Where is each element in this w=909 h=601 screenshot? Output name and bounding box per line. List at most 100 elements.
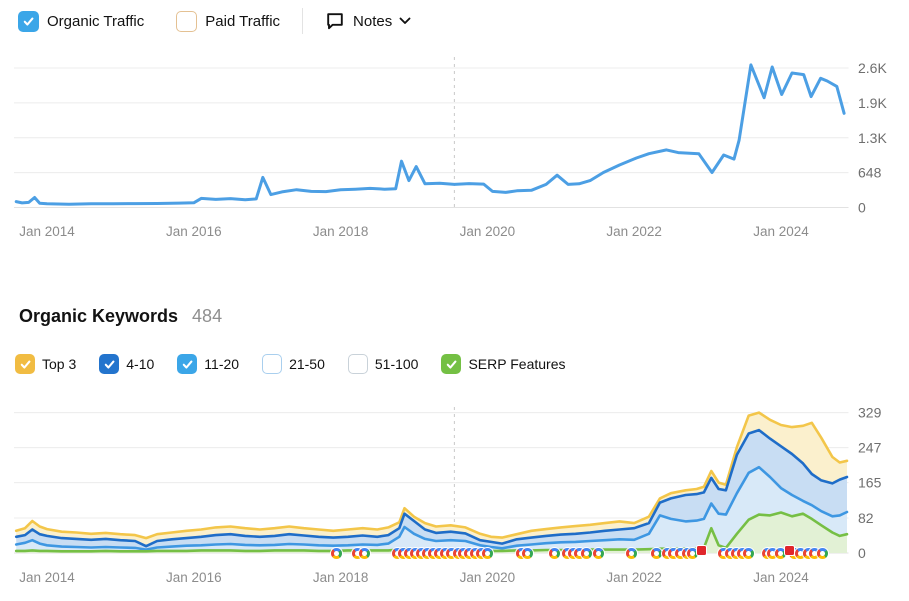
- toolbar-divider: [302, 8, 304, 34]
- y-axis-label: 2.6K: [858, 60, 887, 76]
- google-serp-icon[interactable]: [731, 548, 742, 559]
- filter-4-10[interactable]: 4-10: [99, 354, 154, 374]
- traffic-toggles-toolbar: Organic Traffic Paid Traffic Notes: [18, 6, 411, 36]
- red-event-marker[interactable]: [785, 546, 794, 555]
- google-serp-icon[interactable]: [574, 548, 585, 559]
- y-axis-label: 0: [858, 545, 866, 561]
- google-serp-icon[interactable]: [795, 548, 806, 559]
- google-serp-icon[interactable]: [470, 548, 481, 559]
- google-serp-icon[interactable]: [725, 548, 736, 559]
- filter-checkbox-51-100[interactable]: [347, 354, 368, 374]
- y-axis-label: 247: [858, 440, 882, 456]
- google-serp-icon[interactable]: [482, 548, 493, 559]
- y-axis-label: 165: [858, 475, 882, 491]
- paid-traffic-checkbox[interactable]: [176, 10, 198, 32]
- google-serp-icon[interactable]: [581, 548, 592, 559]
- x-axis-label: Jan 2016: [166, 224, 222, 239]
- google-serp-icon[interactable]: [562, 548, 573, 559]
- google-serp-icon[interactable]: [789, 548, 800, 559]
- x-axis-label: Jan 2022: [606, 224, 662, 239]
- paid-traffic-toggle[interactable]: Paid Traffic: [176, 10, 281, 32]
- google-serp-icon[interactable]: [718, 548, 729, 559]
- google-serp-icon[interactable]: [743, 548, 754, 559]
- google-serp-icon[interactable]: [817, 548, 828, 559]
- organic-traffic-checkbox[interactable]: [18, 10, 39, 32]
- google-serp-icon[interactable]: [675, 548, 686, 559]
- google-serp-icon[interactable]: [651, 548, 662, 559]
- organic-keywords-chart[interactable]: 0 82 165 247 329 Jan 2014 Jan 2016 Jan 2018 Jan …: [0, 395, 909, 601]
- filter-serp-features[interactable]: SERP Features: [441, 354, 565, 374]
- red-event-marker[interactable]: [697, 546, 706, 555]
- google-serp-icon[interactable]: [568, 548, 579, 559]
- notes-icon: [327, 13, 343, 30]
- google-serp-icon[interactable]: [440, 548, 451, 559]
- google-serp-icon[interactable]: [410, 548, 421, 559]
- google-serp-icon[interactable]: [668, 548, 679, 559]
- google-serp-icon[interactable]: [359, 548, 370, 559]
- organic-traffic-chart[interactable]: 0 648 1.3K 1.9K 2.6K Jan 2014 Jan 2016 Jan 2018…: [0, 45, 909, 245]
- y-axis-label: 1.3K: [858, 130, 887, 146]
- filter-21-50[interactable]: 21-50: [262, 354, 325, 374]
- filter-checkbox-top-3[interactable]: [15, 354, 35, 374]
- filter-11-20[interactable]: 11-20: [177, 354, 239, 374]
- filter-label-11-20: 11-20: [204, 356, 240, 372]
- filter-label-serp-features: SERP Features: [468, 356, 566, 372]
- x-axis-label: Jan 2020: [460, 224, 516, 239]
- filter-label-top-3: Top 3: [42, 356, 77, 372]
- google-serp-icon[interactable]: [464, 548, 475, 559]
- y-axis-label: 1.9K: [858, 95, 887, 111]
- google-serp-icon[interactable]: [352, 548, 363, 559]
- organic-traffic-label: Organic Traffic: [47, 12, 145, 30]
- organic-traffic-toggle[interactable]: Organic Traffic: [18, 10, 145, 32]
- organic-keywords-count: 484: [192, 306, 223, 326]
- x-axis-label: Jan 2016: [166, 570, 222, 585]
- google-serp-icon[interactable]: [737, 548, 748, 559]
- y-axis-label: 0: [858, 200, 866, 216]
- google-serp-icon[interactable]: [626, 548, 637, 559]
- filter-label-21-50: 21-50: [289, 356, 325, 372]
- google-serp-icon[interactable]: [422, 548, 433, 559]
- google-serp-icon[interactable]: [392, 548, 403, 559]
- google-serp-icon[interactable]: [662, 548, 673, 559]
- google-serp-icon[interactable]: [767, 548, 778, 559]
- area-fill: [16, 430, 847, 550]
- x-axis-label: Jan 2014: [19, 570, 75, 585]
- organic-keywords-header: Organic Keywords 484: [19, 306, 222, 327]
- google-serp-icon[interactable]: [775, 548, 786, 559]
- google-serp-icon[interactable]: [458, 548, 469, 559]
- traffic-line: [14, 63, 846, 206]
- x-axis-label: Jan 2014: [19, 224, 75, 239]
- paid-traffic-label: Paid Traffic: [205, 12, 281, 30]
- google-serp-icon[interactable]: [516, 548, 527, 559]
- filter-label-51-100: 51-100: [374, 356, 419, 372]
- x-axis-label: Jan 2022: [606, 570, 662, 585]
- google-serp-icon[interactable]: [434, 548, 445, 559]
- notes-button[interactable]: Notes: [325, 11, 411, 31]
- google-serp-icon[interactable]: [331, 548, 342, 559]
- google-serp-icon[interactable]: [416, 548, 427, 559]
- google-serp-icon[interactable]: [428, 548, 439, 559]
- y-axis-label: 329: [858, 405, 882, 421]
- google-serp-icon[interactable]: [809, 548, 820, 559]
- google-serp-icon[interactable]: [687, 548, 698, 559]
- filter-checkbox-21-50[interactable]: [262, 354, 283, 374]
- google-serp-icon[interactable]: [522, 548, 533, 559]
- filter-checkbox-4-10[interactable]: [99, 354, 120, 374]
- area-fill: [16, 412, 847, 547]
- x-axis-label: Jan 2018: [313, 570, 369, 585]
- google-serp-icon[interactable]: [593, 548, 604, 559]
- filter-top-3[interactable]: Top 3: [15, 354, 76, 374]
- google-serp-icon[interactable]: [803, 548, 814, 559]
- y-axis-label: 648: [858, 165, 882, 181]
- y-axis-label: 82: [858, 510, 874, 526]
- filter-checkbox-serp-features[interactable]: [441, 354, 462, 374]
- filter-51-100[interactable]: 51-100: [347, 354, 419, 374]
- x-axis-label: Jan 2020: [460, 570, 516, 585]
- google-serp-icon[interactable]: [446, 548, 457, 559]
- google-serp-icon[interactable]: [404, 548, 415, 559]
- google-serp-icon[interactable]: [549, 548, 560, 559]
- filter-checkbox-11-20[interactable]: [177, 354, 198, 374]
- organic-keywords-title: Organic Keywords: [19, 306, 179, 326]
- google-serp-icon[interactable]: [476, 548, 487, 559]
- google-serp-icon[interactable]: [398, 548, 409, 559]
